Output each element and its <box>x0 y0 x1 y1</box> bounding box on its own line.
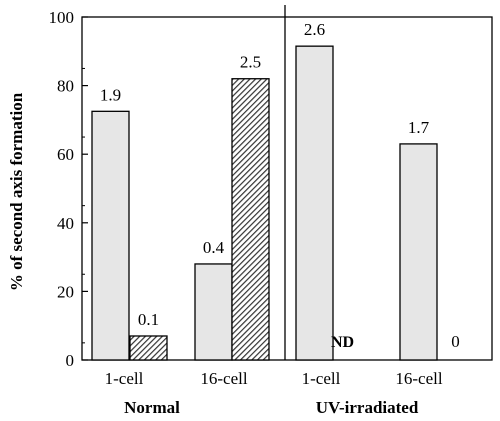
bar-data-label: 1.9 <box>100 85 121 104</box>
bar-hatched <box>231 78 270 361</box>
bar-plain <box>91 110 130 361</box>
y-tick-label: 80 <box>57 77 74 96</box>
y-tick-label: 100 <box>49 8 75 27</box>
y-tick-label: 60 <box>57 145 74 164</box>
labels: 1.9 0.1 1-cell 0.4 2.5 16-cell Normal 2.6 ND 1-ce… <box>100 20 460 417</box>
plot-frame <box>81 16 493 361</box>
bar-plain <box>399 143 438 361</box>
bar-data-label: 0 <box>451 332 460 351</box>
bar-data-label: 0.4 <box>203 238 225 257</box>
group-label: Normal <box>124 398 180 417</box>
x-tick-label: 16-cell <box>200 369 247 388</box>
y-axis-label: % of second axis formation <box>7 92 26 291</box>
group-label: UV-irradiated <box>316 398 419 417</box>
axes: 0 20 40 60 80 100 <box>49 5 493 370</box>
bar-data-label: ND <box>331 334 354 351</box>
bar-hatched <box>129 335 168 361</box>
bar-plain <box>194 263 233 361</box>
bar-data-label: 0.1 <box>138 310 159 329</box>
bar-plain <box>295 45 334 361</box>
y-tick-label: 40 <box>57 214 74 233</box>
bars <box>91 45 438 361</box>
y-tick-label: 20 <box>57 282 74 301</box>
bar-data-label: 1.7 <box>408 118 430 137</box>
y-tick-label: 0 <box>66 351 75 370</box>
x-tick-label: 1-cell <box>302 369 341 388</box>
bar-data-label: 2.5 <box>240 53 261 72</box>
bar-data-label: 2.6 <box>304 20 325 39</box>
x-tick-label: 1-cell <box>105 369 144 388</box>
x-tick-label: 16-cell <box>395 369 442 388</box>
